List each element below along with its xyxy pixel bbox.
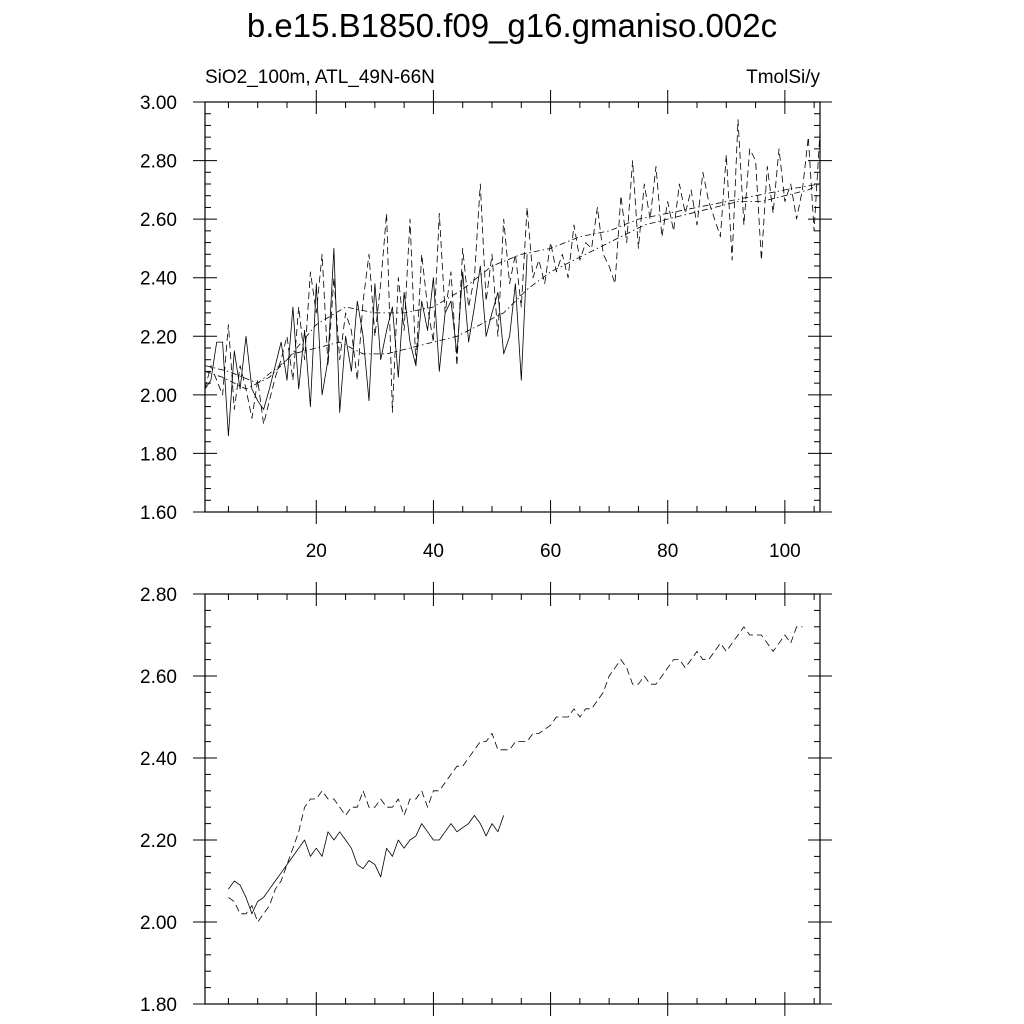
bottom-y-tick-label: 2.40 (140, 749, 177, 770)
top-y-tick-label: 2.80 (140, 152, 177, 173)
top-panel-ticks: 20 40 60 80 100 1.60 1.80 2.00 2.20 2.40 2.60 2.80 3… (140, 90, 832, 562)
top-y-tick-label: 2.00 (140, 386, 177, 407)
bottom-series-solid-line (228, 815, 505, 915)
top-y-tick-label: 1.80 (140, 444, 177, 465)
top-x-tick-label: 100 (769, 541, 801, 562)
bottom-y-tick-label: 2.20 (140, 831, 177, 852)
top-series-dash-dot-line (204, 183, 821, 390)
top-series-dashed-line (204, 119, 821, 425)
top-x-tick-label: 60 (540, 541, 561, 562)
bottom-panel-series (228, 626, 803, 923)
top-y-tick-label: 1.60 (140, 503, 177, 524)
bottom-y-tick-label: 2.00 (140, 913, 177, 934)
bottom-series-dashed-line (228, 626, 803, 923)
bottom-panel: 1.80 2.00 2.20 2.40 2.60 2.80 (140, 582, 832, 1016)
bottom-y-tick-label: 2.60 (140, 667, 177, 688)
top-y-tick-label: 2.60 (140, 210, 177, 231)
top-x-tick-label: 80 (657, 541, 678, 562)
bottom-panel-ticks: 1.80 2.00 2.20 2.40 2.60 2.80 (140, 582, 832, 1016)
top-panel-subtitle-right: TmolSi/y (746, 67, 820, 88)
bottom-panel-frame (204, 593, 821, 1005)
top-y-tick-label: 2.20 (140, 327, 177, 348)
top-panel-series (204, 119, 821, 437)
top-series-solid-line (204, 247, 528, 437)
top-y-tick-label: 3.00 (140, 93, 177, 114)
chart-title: b.e15.B1850.f09_g16.gmaniso.002c (247, 7, 777, 44)
top-y-tick-label: 2.40 (140, 269, 177, 290)
top-series-dash-dot-line (204, 183, 821, 384)
top-panel: SiO2_100m, ATL_49N-66N TmolSi/y 20 40 60 80… (140, 67, 832, 562)
top-x-tick-label: 40 (423, 541, 444, 562)
bottom-y-tick-label: 2.80 (140, 585, 177, 606)
top-x-tick-label: 20 (306, 541, 327, 562)
bottom-y-tick-label: 1.80 (140, 995, 177, 1016)
top-panel-subtitle-left: SiO2_100m, ATL_49N-66N (205, 67, 435, 88)
top-panel-frame (204, 101, 821, 513)
